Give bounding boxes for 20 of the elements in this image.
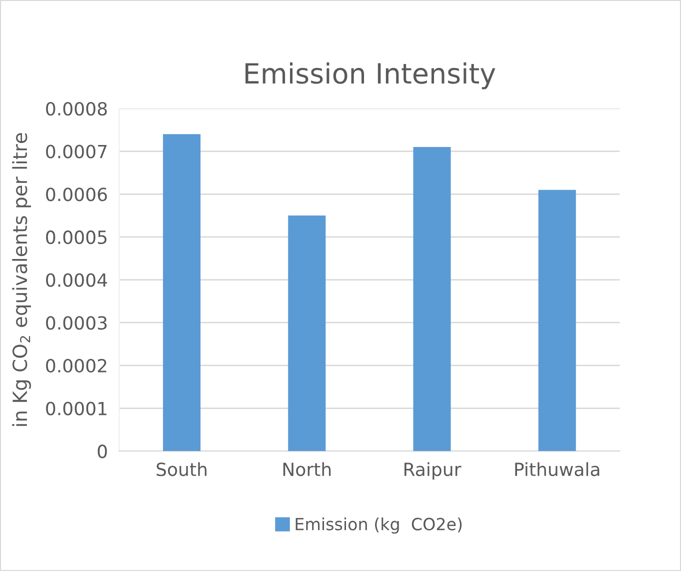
x-tick-label: North — [283, 462, 331, 476]
y-tick-label: 0.0005 — [46, 230, 106, 244]
y-tick-label: 0.0008 — [46, 102, 107, 116]
y-axis-title: in Kg CO$_{2}$ equivalents per litre — [12, 133, 31, 426]
y-tick-label: 0.0002 — [46, 358, 106, 373]
bar — [162, 134, 201, 452]
legend-label: Emission (kg CO2e) — [296, 517, 462, 534]
bar — [538, 190, 576, 452]
chart-title: Emission Intensity — [246, 62, 496, 90]
bar — [288, 216, 326, 452]
bar — [413, 147, 451, 452]
y-tick-label: 0.0004 — [46, 273, 108, 287]
y-tick-label: 0.0006 — [46, 188, 107, 202]
y-tick-label: 0 — [98, 444, 107, 458]
x-tick-label: Pithuwala — [515, 462, 600, 476]
y-tick-label: 0.0003 — [46, 316, 107, 330]
x-tick-label: South — [156, 462, 206, 476]
x-tick-label: Raipur — [404, 462, 462, 480]
y-tick-label: 0.0001 — [46, 402, 106, 416]
y-tick-label: 0.0007 — [46, 144, 107, 158]
